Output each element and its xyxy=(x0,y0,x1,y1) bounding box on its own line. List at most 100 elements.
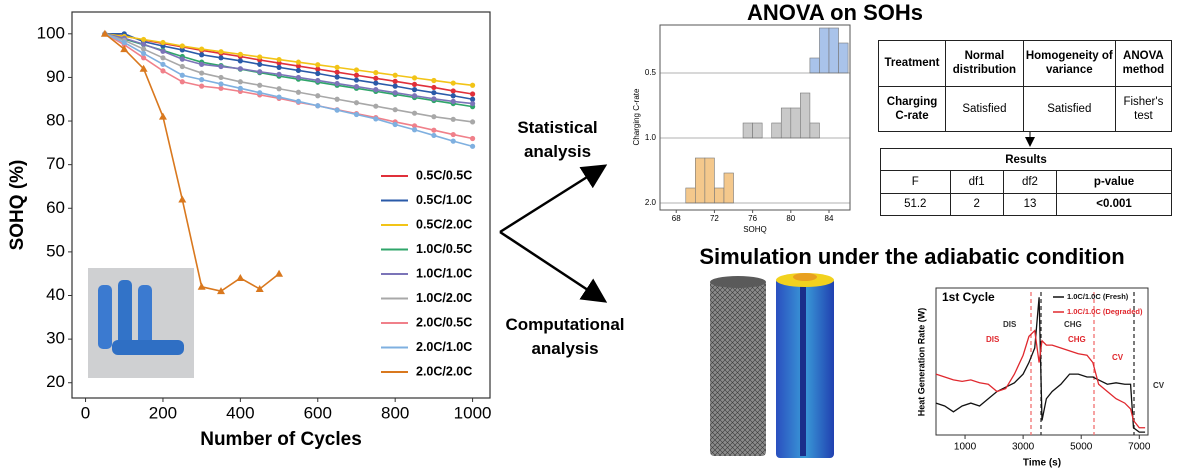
point xyxy=(217,287,226,295)
ridge-frame xyxy=(659,24,851,211)
point xyxy=(255,284,264,292)
y-tick-label: 100 xyxy=(37,23,65,42)
histogram-bar xyxy=(790,107,801,139)
legend-label: 1.0C/1.0C xyxy=(416,266,472,280)
point xyxy=(276,64,282,70)
point xyxy=(295,63,302,69)
point xyxy=(392,107,398,113)
histogram-bar xyxy=(752,122,763,139)
point xyxy=(469,143,476,149)
point xyxy=(179,47,185,53)
x-tick-label: 80 xyxy=(786,214,795,223)
point xyxy=(392,121,398,128)
point xyxy=(199,52,205,58)
statistical-label: Statistical analysis xyxy=(517,118,598,161)
legend-label: 2.0C/0.5C xyxy=(416,315,472,329)
histogram-bar xyxy=(771,122,782,139)
point xyxy=(237,58,243,64)
anova-title: ANOVA on SOHs xyxy=(747,0,923,25)
point xyxy=(199,83,205,89)
computational-label: Computational analysis xyxy=(505,315,625,358)
point xyxy=(334,107,340,113)
point xyxy=(199,70,205,76)
point xyxy=(450,138,456,144)
point xyxy=(295,98,302,105)
annotation: CV xyxy=(1112,353,1124,362)
histogram-bar xyxy=(828,27,839,74)
histogram-bar xyxy=(780,107,792,139)
mesh-cylinder xyxy=(710,276,766,456)
y-tick-label: 30 xyxy=(46,329,65,348)
header-cell: Normal distribution xyxy=(945,40,1024,87)
legend-label: 0.5C/1.0C xyxy=(416,193,472,207)
x-tick-label: 400 xyxy=(226,403,254,422)
point xyxy=(411,123,418,129)
point xyxy=(373,87,379,93)
point xyxy=(257,54,263,60)
point xyxy=(160,68,166,74)
point xyxy=(469,82,476,88)
y-tick-label: 70 xyxy=(46,154,65,173)
series-line xyxy=(104,33,473,95)
cell: <0.001 xyxy=(1056,192,1172,217)
row-header: Charging C-rate xyxy=(877,85,947,132)
cell: Fisher's test xyxy=(1114,85,1173,132)
x-tick-label: 200 xyxy=(149,403,177,422)
point xyxy=(257,82,263,88)
point xyxy=(236,274,245,282)
x-tick-label: 600 xyxy=(304,403,332,422)
point xyxy=(315,103,321,109)
point xyxy=(353,72,360,78)
point xyxy=(257,61,263,67)
point xyxy=(392,83,398,89)
point xyxy=(334,96,340,102)
point xyxy=(179,43,185,49)
legend-label: 0.5C/2.0C xyxy=(416,217,472,231)
y-tick-label: 2.0 xyxy=(645,198,657,207)
point xyxy=(141,36,147,43)
point xyxy=(373,75,379,81)
point xyxy=(450,131,456,138)
histogram-bar xyxy=(695,157,706,204)
x-tick-label: 72 xyxy=(710,214,719,223)
y-tick-label: 50 xyxy=(46,241,65,260)
point xyxy=(275,269,284,277)
point xyxy=(315,93,321,99)
point xyxy=(199,77,205,83)
point xyxy=(237,79,243,85)
annotation: CV xyxy=(1153,381,1165,390)
point xyxy=(353,83,360,90)
header-cell: Homogeneity of variance xyxy=(1022,40,1116,87)
legend-label: 1.0C/2.0C xyxy=(416,291,472,305)
series-line xyxy=(935,329,1146,429)
x-tick-label: 800 xyxy=(381,403,409,422)
point xyxy=(120,45,129,53)
histogram-bar xyxy=(723,172,734,204)
series-line xyxy=(104,33,473,108)
point xyxy=(160,48,166,54)
x-tick-label: 76 xyxy=(748,214,757,223)
point xyxy=(411,110,418,116)
legend-label: 1.0C/1.0C (Degraded) xyxy=(1067,307,1143,316)
point xyxy=(334,64,340,70)
point xyxy=(218,49,224,55)
cell: 2 xyxy=(949,192,1004,217)
x-tick-label: 5000 xyxy=(1070,442,1093,453)
point xyxy=(353,111,360,118)
header-cell: p-value xyxy=(1056,170,1172,194)
point xyxy=(160,61,166,67)
point xyxy=(392,78,398,84)
point xyxy=(276,56,282,63)
point xyxy=(179,79,185,85)
point xyxy=(469,135,476,142)
point xyxy=(469,91,476,97)
series-line xyxy=(935,297,1146,433)
point xyxy=(179,72,185,78)
annotation: DIS xyxy=(1003,320,1017,329)
point xyxy=(469,96,476,102)
point xyxy=(121,39,127,46)
histogram-bar xyxy=(800,92,811,139)
point xyxy=(431,127,437,133)
point xyxy=(431,114,437,120)
header-cell: Treatment xyxy=(877,40,947,87)
